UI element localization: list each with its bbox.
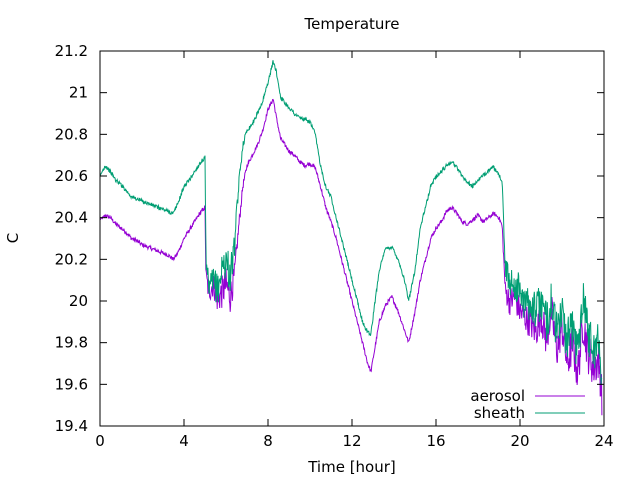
y-tick-label-9: 21.2 [55, 42, 88, 60]
x-tick-label-5: 20 [510, 432, 529, 450]
legend-label-aerosol: aerosol [470, 387, 525, 405]
tick-layer: 0 4 8 12 16 20 24 19.4 19.6 19.8 20 20.2 20.4 20.6 20.… [55, 42, 614, 450]
y-tick-label-8: 21 [69, 84, 88, 102]
y-tick-label-4: 20.2 [55, 250, 88, 268]
series-line-sheath [99, 60, 603, 386]
y-tick-label-3: 20 [69, 292, 88, 310]
x-tick-label-3: 12 [342, 432, 361, 450]
y-axis-label: C [4, 233, 22, 243]
series-line-aerosol [99, 98, 603, 416]
plot-frame [99, 50, 605, 427]
x-tick-label-1: 4 [179, 432, 189, 450]
y-tick-label-2: 19.8 [55, 334, 88, 352]
y-tick-label-1: 19.6 [55, 375, 88, 393]
y-tick-label-7: 20.8 [55, 125, 88, 143]
x-tick-label-4: 16 [426, 432, 445, 450]
chart-title: Temperature [303, 15, 399, 33]
x-tick-label-2: 8 [263, 432, 273, 450]
series-layer [99, 60, 603, 416]
y-tick-label-0: 19.4 [55, 417, 88, 435]
y-tick-label-5: 20.4 [55, 209, 88, 227]
x-tick-label-0: 0 [95, 432, 105, 450]
legend-label-sheath: sheath [474, 404, 525, 422]
x-axis-label: Time [hour] [307, 458, 396, 476]
y-tick-label-6: 20.6 [55, 167, 88, 185]
x-tick-label-6: 24 [594, 432, 613, 450]
